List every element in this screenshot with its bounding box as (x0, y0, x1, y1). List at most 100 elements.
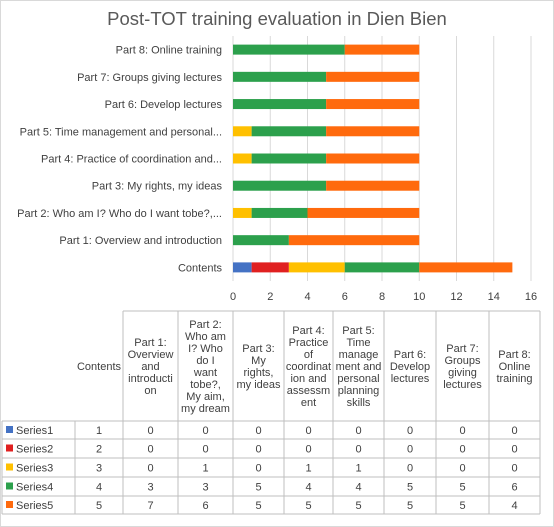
table-cell-value: 0 (407, 425, 413, 437)
series-name: Series4 (16, 482, 53, 494)
table-cell-value: 0 (511, 463, 517, 475)
bar-series4-part-7-groups-giving-lectures (233, 71, 327, 82)
table-cell-value: 5 (305, 500, 311, 512)
bar-series5-contents (419, 262, 513, 273)
table-header: Part 1: Overview and introducti on (128, 337, 174, 397)
table-cell-value: 0 (355, 444, 361, 456)
x-tick-label: 16 (525, 291, 537, 303)
table-cell-value: 5 (255, 482, 261, 494)
table-cell-value: 3 (202, 482, 208, 494)
bar-series4-contents (344, 262, 420, 273)
category-label: Contents (178, 262, 223, 274)
bar-series4-part-4-practice-of-coordination-and (251, 153, 327, 164)
table-header: Contents (77, 361, 122, 373)
bar-series3-part-5-time-management-and-personal (233, 126, 252, 137)
table-cell-value: 0 (459, 425, 465, 437)
category-label: Part 1: Overview and introduction (59, 235, 222, 247)
table-cell-value: 5 (96, 500, 102, 512)
bar-series4-part-3-my-rights-my-ideas (233, 180, 327, 191)
bar-series4-part-2-who-am-i-who-do-i-want-tobe (251, 207, 308, 218)
table-cell-value: 4 (96, 482, 102, 494)
bar-series2-contents (251, 262, 289, 273)
table-cell-value: 7 (147, 500, 153, 512)
bar-series4-part-8-online-training (233, 44, 345, 55)
bar-series1-contents (233, 262, 252, 273)
table-cell-value: 0 (305, 444, 311, 456)
table-cell-value: 2 (96, 444, 102, 456)
table-cell-value: 3 (96, 463, 102, 475)
chart-title: Post-TOT training evaluation in Dien Bie… (107, 8, 447, 29)
x-tick-label: 4 (304, 291, 310, 303)
table-cell-value: 5 (459, 482, 465, 494)
category-label: Part 4: Practice of coordination and... (41, 154, 222, 166)
table-header: Part 8: Online training (496, 349, 532, 385)
x-tick-label: 14 (488, 291, 500, 303)
table-cell-value: 0 (255, 444, 261, 456)
table-cell-value: 4 (511, 500, 517, 512)
table-cell-value: 1 (305, 463, 311, 475)
table-header: Part 6: Develop lectures (390, 349, 430, 385)
table-cell-value: 6 (511, 482, 517, 494)
table-cell-value: 0 (202, 444, 208, 456)
table-cell-value: 0 (147, 463, 153, 475)
table-cell-value: 0 (459, 463, 465, 475)
bar-series4-part-1-overview-and-introduction (233, 235, 289, 246)
series-name: Series1 (16, 425, 53, 437)
table-header: Part 3: My rights, my ideas (236, 343, 281, 391)
table-cell-value: 0 (202, 425, 208, 437)
table-cell-value: 0 (255, 425, 261, 437)
bar-series5-part-5-time-management-and-personal (326, 126, 420, 137)
table-cell-value: 5 (255, 500, 261, 512)
series-name: Series3 (16, 463, 53, 475)
x-tick-label: 10 (413, 291, 425, 303)
bar-series5-part-4-practice-of-coordination-and (326, 153, 420, 164)
x-tick-label: 2 (267, 291, 273, 303)
table-cell-value: 3 (147, 482, 153, 494)
bar-series5-part-2-who-am-i-who-do-i-want-tobe (307, 207, 420, 218)
bar-series5-part-1-overview-and-introduction (288, 235, 420, 246)
table-cell-value: 0 (511, 444, 517, 456)
table-cell-value: 4 (355, 482, 361, 494)
table-cell-value: 0 (407, 444, 413, 456)
table-cell-value: 5 (407, 500, 413, 512)
table-cell-value: 1 (202, 463, 208, 475)
bar-series3-part-2-who-am-i-who-do-i-want-tobe (233, 207, 252, 218)
table-cell-value: 0 (147, 444, 153, 456)
bar-series4-part-6-develop-lectures (233, 99, 327, 110)
table-cell-value: 5 (459, 500, 465, 512)
category-label: Part 3: My rights, my ideas (92, 181, 223, 193)
table-header: Part 7: Groups giving lectures (443, 343, 482, 391)
table-cell-value: 1 (96, 425, 102, 437)
legend-swatch-series1 (6, 426, 13, 433)
category-label: Part 6: Develop lectures (105, 99, 223, 111)
table-cell-value: 4 (305, 482, 311, 494)
series-name: Series2 (16, 444, 53, 456)
x-tick-label: 12 (450, 291, 462, 303)
table-cell-value: 0 (147, 425, 153, 437)
table-cell-value: 0 (459, 444, 465, 456)
category-label: Part 5: Time management and personal... (20, 126, 222, 138)
bar-series5-part-6-develop-lectures (326, 99, 420, 110)
x-tick-label: 0 (230, 291, 236, 303)
table-cell-value: 6 (202, 500, 208, 512)
series-name: Series5 (16, 500, 53, 512)
x-tick-label: 6 (342, 291, 348, 303)
table-cell-value: 5 (407, 482, 413, 494)
bar-series3-contents (288, 262, 345, 273)
table-cell-value: 0 (355, 425, 361, 437)
category-label: Part 2: Who am I? Who do I want tobe?,..… (17, 208, 222, 220)
x-tick-label: 8 (379, 291, 385, 303)
bar-series4-part-5-time-management-and-personal (251, 126, 327, 137)
table-cell-value: 5 (355, 500, 361, 512)
table-cell-value: 1 (355, 463, 361, 475)
bar-series3-part-4-practice-of-coordination-and (233, 153, 252, 164)
table-header: Part 4: Practice of coordinat ion and assessm… (286, 325, 331, 409)
category-label: Part 7: Groups giving lectures (77, 72, 222, 84)
legend-swatch-series4 (6, 482, 13, 490)
bar-series5-part-8-online-training (344, 44, 420, 55)
legend-swatch-series3 (6, 463, 13, 471)
bar-series5-part-7-groups-giving-lectures (326, 71, 420, 82)
legend-swatch-series2 (6, 444, 13, 452)
